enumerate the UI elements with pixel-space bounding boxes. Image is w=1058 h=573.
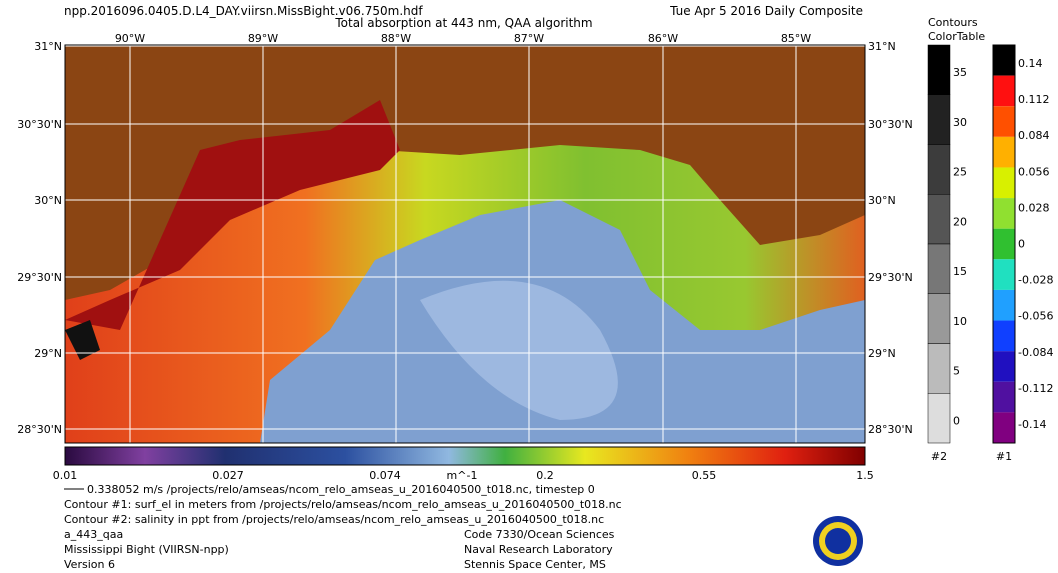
contour-label: 15 [953,265,967,278]
colorbar-label: 0.074 [369,469,401,482]
table-swatch [993,289,1015,321]
table-label: 0.14 [1018,57,1043,70]
eddy [420,280,618,420]
lon-label: 86°W [648,32,678,45]
contour1-caption: Contour #1: surf_el in meters from /proj… [64,498,622,511]
lon-label: 85°W [781,32,811,45]
title: Total absorption at 443 nm, QAA algorith… [334,16,592,30]
lat-label: 29°30'N [17,271,62,284]
table-label: 0.112 [1018,93,1050,106]
table-label: 0 [1018,238,1025,251]
contour-label: 20 [953,215,967,228]
contour-swatch [927,194,951,245]
lat-label: 29°30'N [868,271,913,284]
table-swatch [993,381,1015,413]
contour-swatch [927,44,951,95]
colorbar-label: 0.55 [692,469,717,482]
logo [813,516,863,566]
contour-swatch [927,293,951,344]
lat-label: 29°N [34,347,62,360]
file-name: npp.2016096.0405.D.L4_DAY.viirsn.MissBig… [64,4,423,18]
caption-right: Naval Research Laboratory [464,543,613,556]
table-label: -0.14 [1018,418,1046,431]
contours-title: Contours [928,16,978,29]
lat-label: 29°N [868,347,896,360]
colorbar-label: m^-1 [447,469,478,482]
table-label: 0.056 [1018,165,1050,178]
table-label: -0.028 [1018,274,1053,287]
contour-swatch [927,393,951,444]
contour2-caption: Contour #2: salinity in ppt from /projec… [64,513,604,526]
lon-label: 90°W [115,32,145,45]
lat-label: 28°30'N [17,423,62,436]
vector-caption: 0.338052 m/s /projects/relo/amseas/ncom_… [87,483,595,496]
bays [65,100,400,330]
contour-label: 35 [953,66,967,79]
lon-label: 88°W [381,32,411,45]
table-swatch [993,259,1015,290]
table-swatch [993,167,1015,199]
table-swatch [993,351,1015,382]
table-swatch [993,198,1015,229]
contour-swatch [927,243,951,294]
lat-label: 31°N [34,40,62,53]
colorbar-label: 1.5 [856,469,874,482]
contour-label: 10 [953,315,967,328]
lon-label: 87°W [514,32,544,45]
table-label: 0.028 [1018,201,1050,214]
lat-label: 30°30'N [868,118,913,131]
caption-left: a_443_qaa [64,528,123,541]
table-swatch [993,75,1015,107]
colorbar-label: 0.027 [212,469,244,482]
table-frame [992,44,1016,444]
table-swatch [993,45,1015,76]
table-label: -0.112 [1018,382,1053,395]
lat-label: 30°30'N [17,118,62,131]
colorbar-label: 0.01 [53,469,78,482]
table-label: 0.084 [1018,129,1050,142]
lat-label: 31°N [868,40,896,53]
contour-label: 0 [953,414,960,427]
caption-left: Mississippi Bight (VIIRSN-npp) [64,543,229,556]
contour-swatch [927,144,951,195]
lat-label: 30°N [868,194,896,207]
map [64,44,866,444]
contour-label: 25 [953,166,967,179]
lat-label: 30°N [34,194,62,207]
caption-right: Code 7330/Ocean Sciences [464,528,615,541]
table-swatch [993,412,1015,443]
table-swatch [993,136,1015,168]
caption-left: Version 6 [64,558,115,571]
table-swatch [993,106,1015,137]
table-swatch [993,228,1015,260]
table-swatch [993,320,1015,352]
contour-label: 5 [953,365,960,378]
contour-label: 30 [953,116,967,129]
contour-swatch [927,94,951,145]
caption-right: Stennis Space Center, MS [464,558,606,571]
map-frame [64,44,866,444]
table-id: #1 [996,450,1012,463]
colorbar [64,446,866,466]
contour-swatch [927,343,951,394]
table-label: -0.056 [1018,310,1053,323]
delta [65,320,100,360]
contour-id: #2 [931,450,947,463]
date: Tue Apr 5 2016 Daily Composite [669,4,863,18]
lat-label: 28°30'N [868,423,913,436]
colorbar-label: 0.2 [536,469,554,482]
lon-label: 89°W [248,32,278,45]
table-label: -0.084 [1018,346,1053,359]
colortable-title: ColorTable [928,30,985,43]
